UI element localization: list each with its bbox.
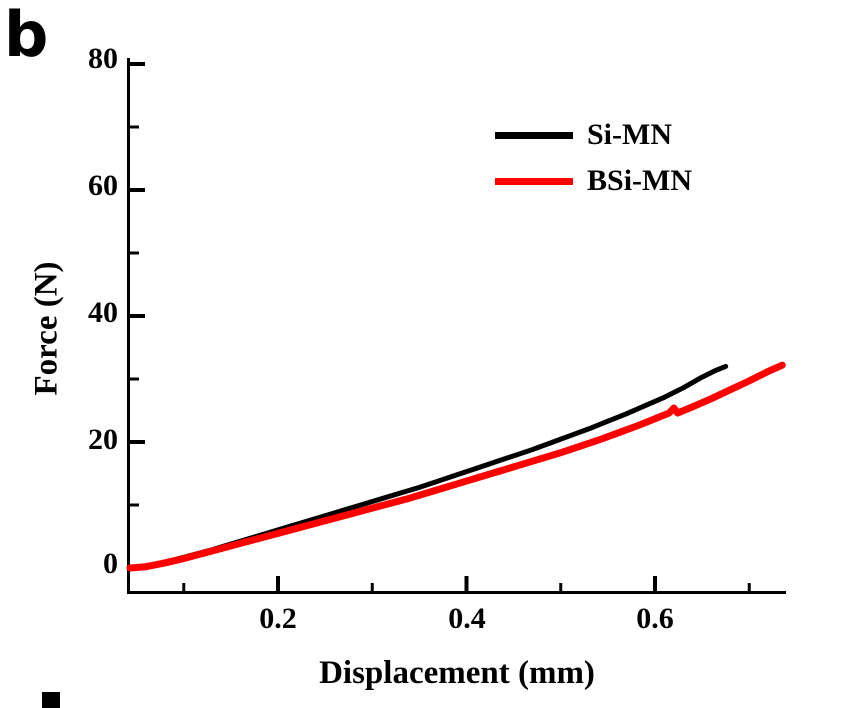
data-series-layer — [126, 361, 786, 572]
y-tick-label-60: 60 — [88, 169, 118, 202]
legend-label-bsi-mn: BSi-MN — [587, 164, 692, 197]
x-tick-label-0-4: 0.4 — [448, 602, 486, 635]
x-tick-label-0-2: 0.2 — [259, 602, 297, 635]
panel-letter: b — [4, 0, 48, 71]
legend-item-si-mn[interactable]: Si-MN — [495, 112, 692, 158]
legend: Si-MN BSi-MN — [495, 112, 692, 204]
y-tick-label-0: 0 — [103, 547, 118, 580]
legend-label-si-mn: Si-MN — [587, 118, 672, 151]
next-panel-letter-fragment — [42, 692, 60, 708]
legend-item-bsi-mn[interactable]: BSi-MN — [495, 158, 692, 204]
x-tick-label-0-6: 0.6 — [636, 602, 674, 635]
series-line-bsi-mn — [126, 361, 786, 572]
legend-swatch-bsi-mn — [495, 177, 573, 185]
axis-ticks — [128, 62, 751, 593]
y-tick-label-80: 80 — [88, 42, 118, 75]
legend-swatch-si-mn — [495, 131, 573, 139]
x-axis-title: Displacement (mm) — [319, 655, 595, 691]
series-line-si-mn — [134, 363, 729, 570]
y-tick-label-40: 40 — [88, 296, 118, 329]
y-tick-label-20: 20 — [88, 423, 118, 456]
